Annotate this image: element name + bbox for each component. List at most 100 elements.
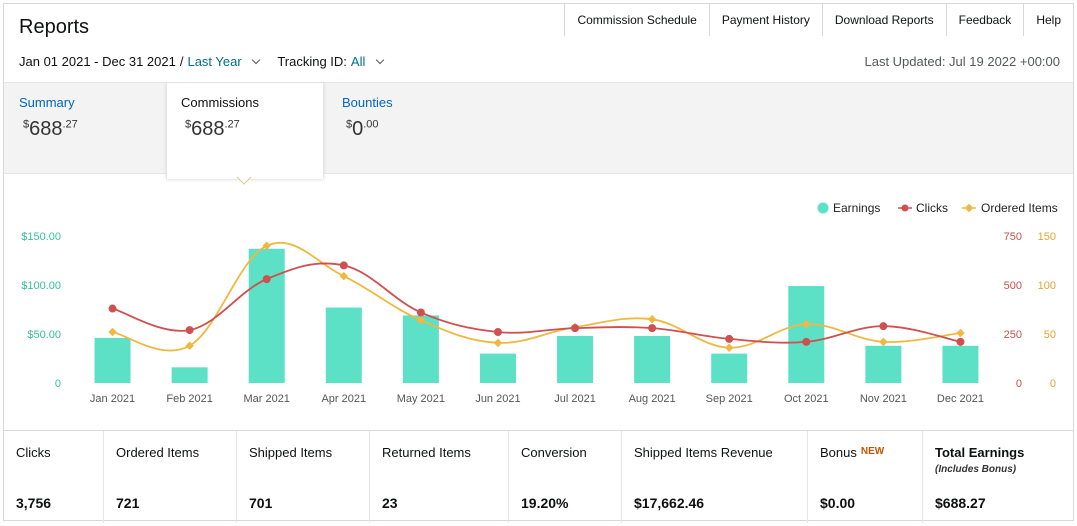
tab-bounties-label: Bounties [342, 95, 393, 110]
tab-commissions-label: Commissions [181, 95, 260, 110]
currency-symbol: $ [185, 118, 192, 131]
right-axis-clicks-tick-label: 750 [1004, 231, 1022, 243]
download-reports-button[interactable]: Download Reports [822, 4, 947, 36]
amount-cents: .00 [363, 118, 379, 131]
x-axis-tick-label: Apr 2021 [321, 393, 366, 405]
left-axis-tick-label: $100.00 [21, 280, 61, 292]
earnings-bar [865, 345, 902, 383]
currency-symbol: $ [23, 118, 30, 131]
period-dropdown[interactable]: Last Year [187, 54, 261, 69]
ordered-items-point [262, 241, 271, 251]
help-button[interactable]: Help [1024, 4, 1073, 36]
stat-value: $17,662.46 [634, 495, 705, 511]
stat-bonus: Bonus NEW $0.00 [808, 431, 923, 523]
earnings-bar [402, 315, 439, 383]
earnings-bar [479, 353, 516, 383]
stat-label: Total Earnings [935, 445, 1025, 460]
stat-value: 701 [249, 495, 273, 511]
reports-panel: Reports Commission Schedule Payment Hist… [3, 3, 1074, 523]
x-axis-tick-label: Dec 2021 [937, 393, 984, 405]
right-axis-items-tick-label: 100 [1038, 280, 1056, 292]
x-axis-tick-label: Jul 2021 [554, 393, 596, 405]
stat-label-text: Bonus [820, 445, 857, 460]
tracking-filter: Tracking ID: All [277, 54, 385, 69]
left-axis-tick-label: 0 [55, 378, 61, 390]
x-axis-tick-label: May 2021 [397, 393, 445, 405]
x-axis-tick-label: Feb 2021 [166, 393, 212, 405]
x-axis-tick-label: Mar 2021 [243, 393, 289, 405]
currency-symbol: $ [346, 118, 353, 131]
stat-label: Returned Items [382, 445, 471, 460]
earnings-bar [248, 248, 285, 383]
stat-value: 3,756 [16, 495, 52, 511]
stat-label: Shipped Items Revenue [634, 445, 773, 460]
ordered-items-point [339, 271, 349, 281]
ordered-items-point [724, 343, 734, 352]
new-badge: NEW [860, 446, 885, 457]
earnings-bar [711, 353, 748, 383]
tab-summary[interactable]: Summary $688.27 [5, 83, 165, 175]
x-axis-tick-label: Jan 2021 [90, 393, 135, 405]
legend-ordered-items-swatch [964, 203, 974, 213]
right-axis-clicks-tick-label: 0 [1016, 378, 1022, 390]
date-range-text: Jan 01 2021 - Dec 31 2021 [19, 54, 176, 69]
stat-ordered-items: Ordered Items 721 [104, 431, 237, 523]
clicks-point [956, 337, 965, 346]
stat-shipped-revenue: Shipped Items Revenue $17,662.46 [622, 431, 808, 523]
commission-schedule-button[interactable]: Commission Schedule [565, 4, 710, 36]
period-dropdown-label: Last Year [187, 54, 242, 69]
clicks-point [262, 275, 271, 284]
left-axis-tick-label: $50.00 [27, 329, 61, 341]
payment-history-button[interactable]: Payment History [709, 4, 823, 36]
date-separator: / [179, 54, 184, 69]
earnings-bar [788, 285, 825, 383]
stat-value: 23 [382, 495, 398, 511]
legend-clicks-label: Clicks [916, 201, 948, 215]
x-axis-tick-label: Nov 2021 [860, 393, 907, 405]
tab-bounties-amount: $0.00 [342, 118, 454, 141]
clicks-point [108, 304, 117, 313]
tab-commissions-amount: $688.27 [181, 118, 309, 141]
tracking-dropdown[interactable]: All [351, 54, 385, 69]
clicks-point [802, 337, 811, 346]
clicks-point [571, 324, 580, 333]
stat-label: Ordered Items [116, 445, 200, 460]
chevron-down-icon [252, 55, 261, 65]
left-axis-tick-label: $150.00 [21, 231, 61, 243]
amount-cents: .27 [224, 118, 240, 131]
right-axis-clicks-tick-label: 250 [1004, 329, 1022, 341]
stat-label: Conversion [521, 445, 587, 460]
tab-bounties[interactable]: Bounties $0.00 [328, 83, 468, 175]
earnings-bar [171, 367, 208, 383]
stat-total-earnings: Total Earnings (Includes Bonus) $688.27 [923, 431, 1073, 523]
ordered-items-point [108, 327, 117, 337]
earnings-bar [557, 335, 594, 383]
feedback-button[interactable]: Feedback [946, 4, 1025, 36]
x-axis-tick-label: Aug 2021 [629, 393, 676, 405]
stat-returned-items: Returned Items 23 [370, 431, 509, 523]
clicks-point [725, 334, 734, 343]
right-axis-items-tick-label: 0 [1050, 378, 1056, 390]
tab-commissions[interactable]: Commissions $688.27 [166, 83, 324, 179]
stat-clicks: Clicks 3,756 [4, 431, 104, 523]
legend-clicks-swatch [901, 204, 909, 212]
stat-conversion: Conversion 19.20% [509, 431, 622, 523]
x-axis-tick-label: Sep 2021 [706, 393, 753, 405]
earnings-bar [634, 335, 671, 383]
ordered-items-point [493, 338, 503, 348]
ordered-items-point [956, 328, 965, 338]
clicks-point [648, 324, 657, 333]
ordered-items-point [416, 316, 426, 325]
tab-summary-label: Summary [19, 95, 75, 110]
clicks-point [493, 328, 502, 337]
stat-sub: (Includes Bonus) [935, 464, 1017, 475]
clicks-point [416, 308, 425, 317]
filter-bar: Jan 01 2021 - Dec 31 2021 / Last Year Tr… [19, 54, 385, 69]
last-updated-text: Last Updated: Jul 19 2022 +00:00 [864, 54, 1060, 69]
amount-main: 0 [352, 118, 364, 140]
clicks-point [879, 322, 888, 331]
stat-shipped-items: Shipped Items 701 [237, 431, 370, 523]
stat-label: Shipped Items [249, 445, 333, 460]
tracking-label: Tracking ID: [277, 54, 347, 69]
ordered-items-point [879, 337, 888, 347]
